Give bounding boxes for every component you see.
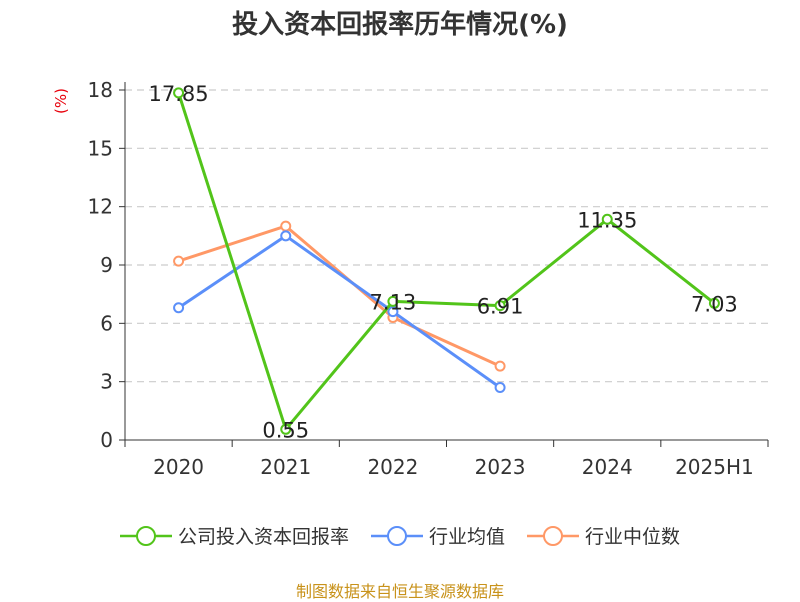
legend-item[interactable]: 行业中位数	[527, 522, 680, 549]
y-tick-label: 9	[100, 253, 113, 277]
series-line	[177, 234, 501, 389]
data-point	[494, 300, 506, 312]
data-point	[280, 220, 292, 232]
data-point	[494, 382, 506, 393]
data-point	[173, 87, 185, 99]
data-point	[173, 302, 185, 314]
series-line	[178, 224, 501, 368]
x-tick-label: 2025H1	[675, 455, 754, 479]
data-point	[280, 230, 292, 242]
legend-label: 行业中位数	[585, 526, 681, 548]
y-tick-label: 6	[100, 311, 113, 335]
y-tick-label: 18	[88, 78, 113, 102]
data-point	[173, 255, 185, 267]
y-tick-label: 12	[88, 195, 113, 219]
x-tick-label: 2022	[367, 455, 418, 479]
chart-title: 投入资本回报率历年情况(%)	[232, 10, 568, 40]
y-axis-label: (%)	[52, 88, 70, 114]
legend-label: 公司投入资本回报率	[177, 526, 349, 548]
legend-item[interactable]: 公司投入资本回报率	[119, 522, 349, 549]
legend: 公司投入资本回报率 行业均值 行业中位数	[0, 522, 800, 549]
data-point	[708, 297, 720, 309]
data-label: 17.85	[149, 82, 209, 106]
series-line	[177, 92, 716, 431]
legend-swatch-icon	[527, 525, 579, 546]
data-label: 6.91	[477, 295, 524, 319]
legend-label: 行业均值	[428, 526, 505, 548]
x-tick-label: 2021	[260, 455, 311, 479]
data-point	[387, 295, 399, 307]
data-source-note: 制图数据来自恒生聚源数据库	[295, 582, 504, 601]
legend-swatch-icon	[119, 525, 172, 546]
data-point	[387, 306, 399, 318]
legend-item[interactable]: 行业均值	[370, 522, 505, 549]
data-point	[494, 360, 506, 372]
y-tick-label: 3	[100, 370, 113, 394]
x-tick-label: 2024	[582, 455, 633, 479]
data-point	[280, 423, 292, 435]
x-tick-label: 2023	[475, 455, 526, 479]
legend-swatch-icon	[370, 525, 423, 546]
data-label: 0.55	[262, 418, 309, 442]
data-point	[601, 213, 613, 225]
x-tick-label: 2020	[153, 455, 204, 479]
data-label: 11.35	[577, 208, 637, 232]
data-label: 7.13	[370, 290, 417, 314]
data-label: 7.03	[691, 292, 738, 316]
y-tick-label: 0	[100, 428, 113, 452]
y-tick-label: 15	[88, 136, 113, 160]
